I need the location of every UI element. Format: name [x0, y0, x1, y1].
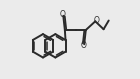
Text: O: O [93, 16, 99, 25]
Text: O: O [80, 41, 86, 50]
Text: O: O [60, 10, 65, 19]
